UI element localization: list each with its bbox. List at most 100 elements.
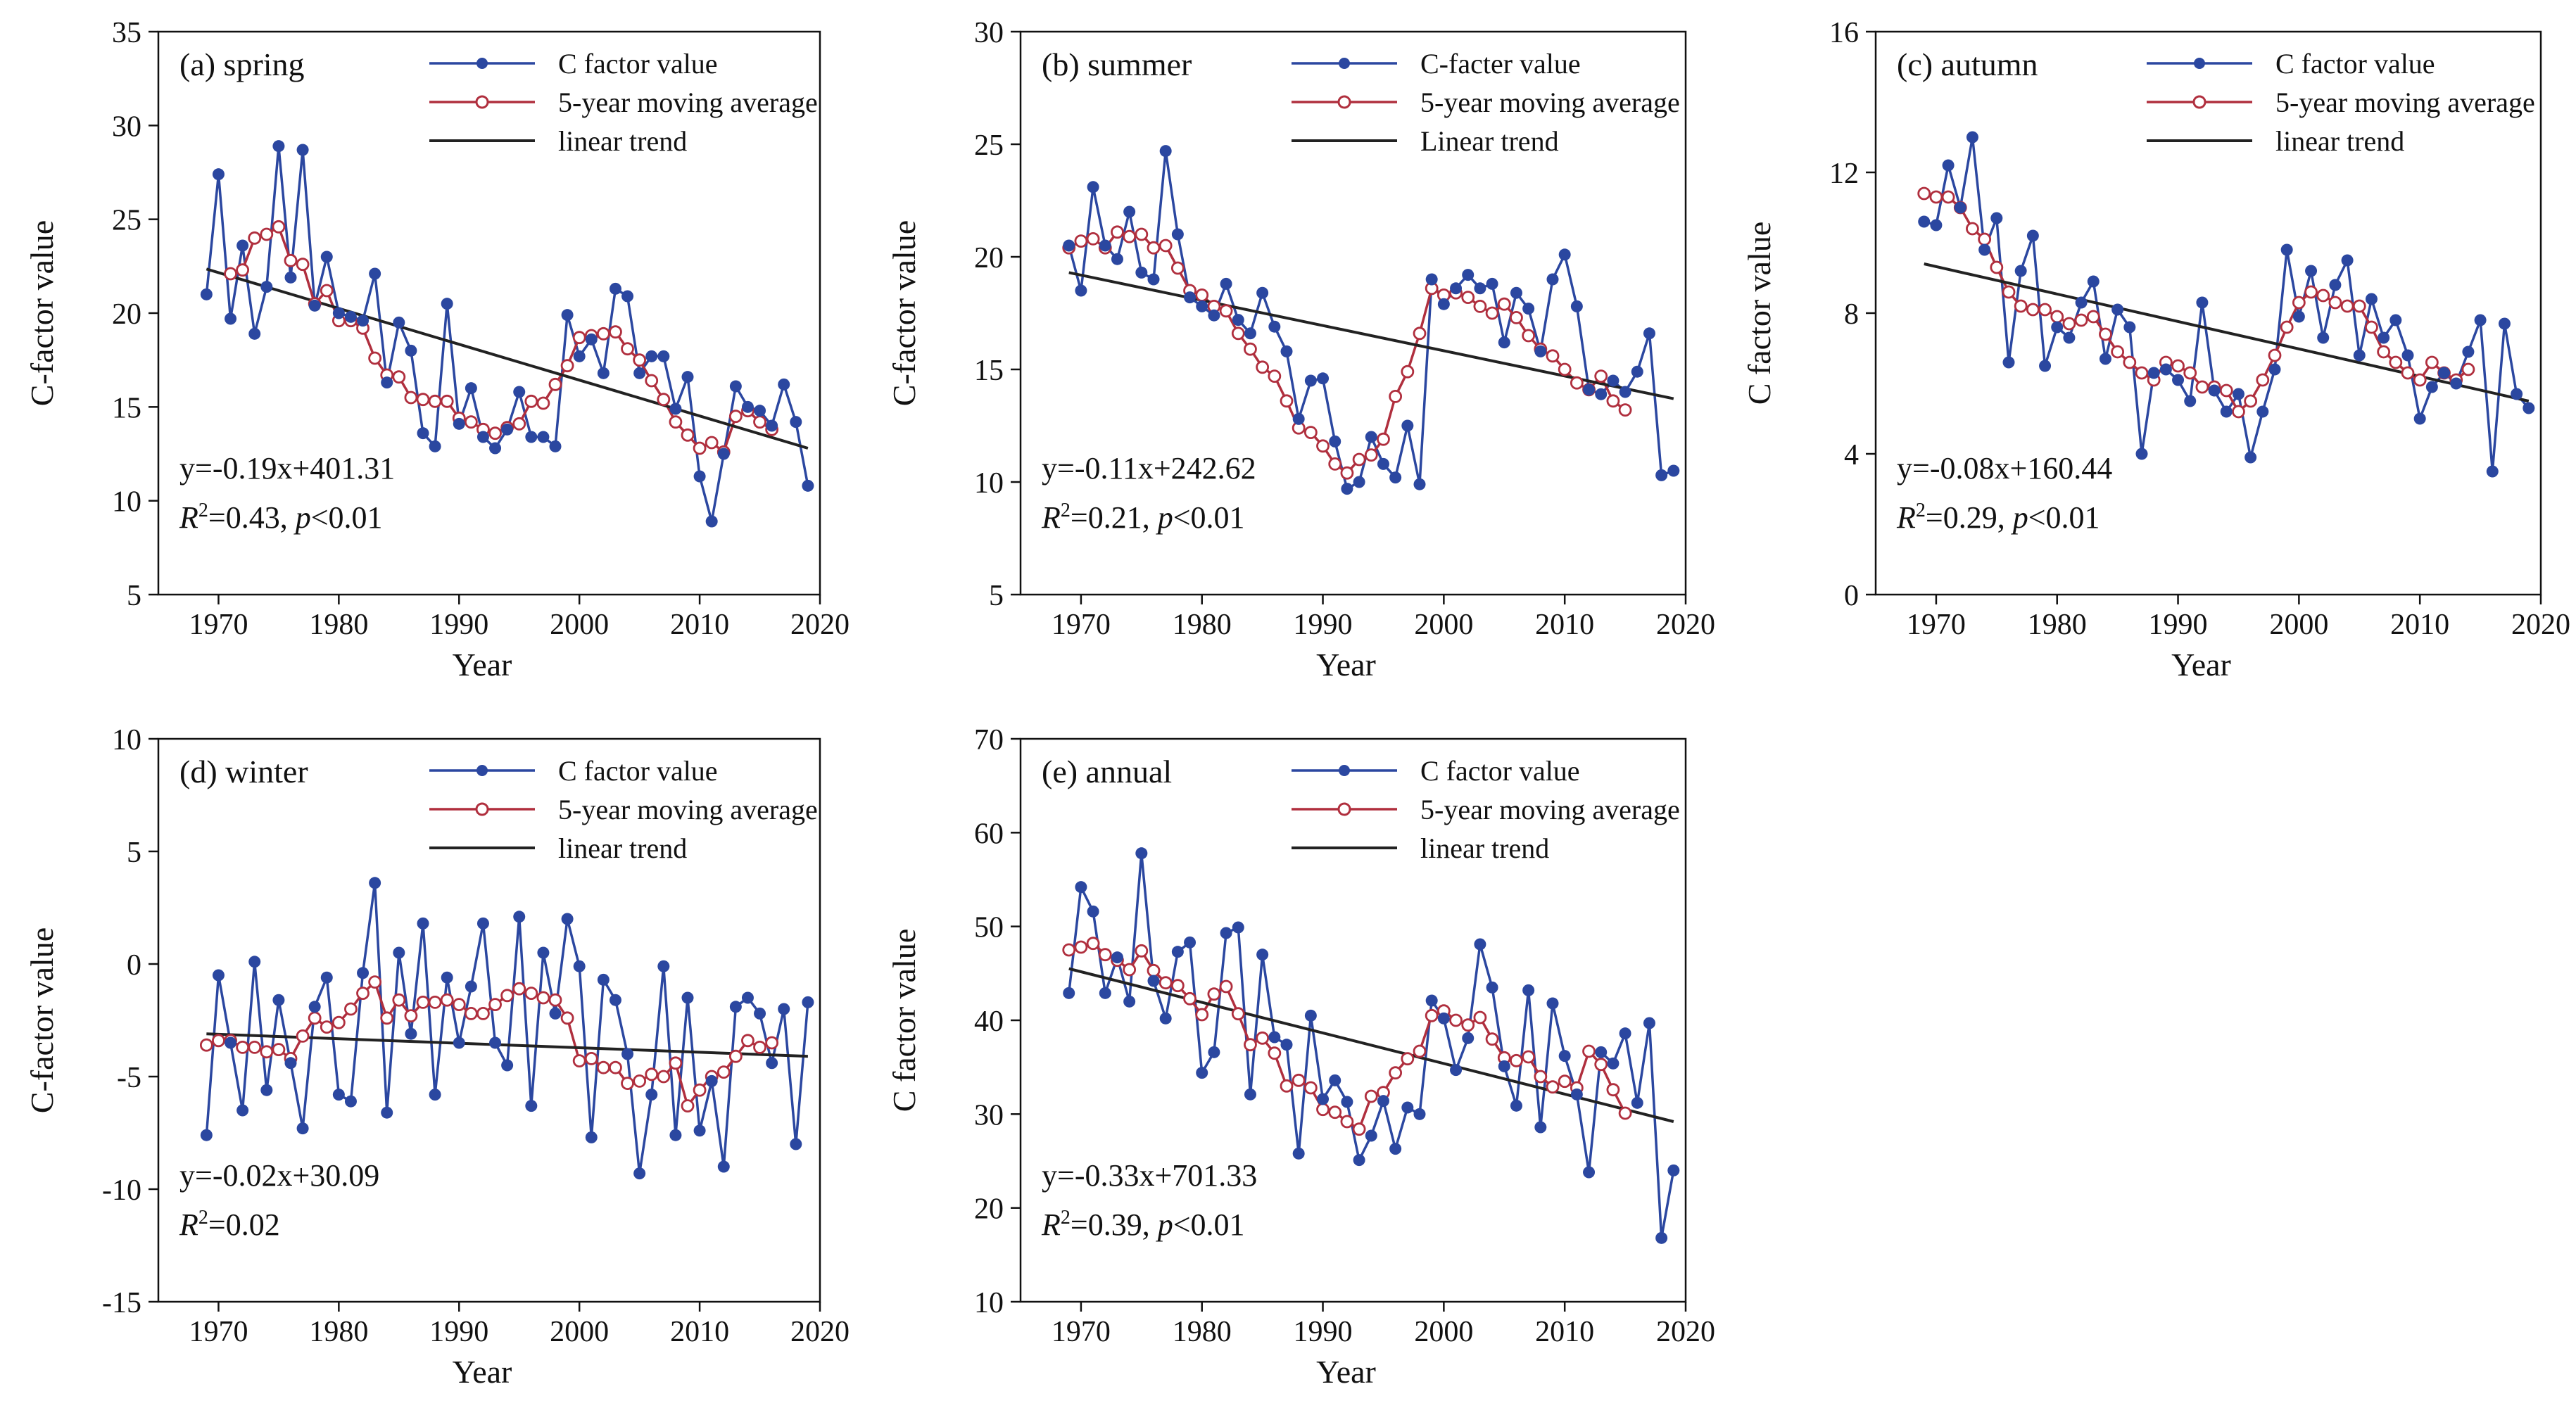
raw-point — [200, 288, 213, 300]
moving-point — [645, 374, 659, 388]
moving-point — [2292, 296, 2306, 310]
y-axis-title: C-factor value — [886, 220, 922, 406]
raw-point — [754, 1007, 766, 1020]
y-tick-label: 10 — [112, 724, 141, 756]
raw-point — [225, 312, 237, 325]
raw-point — [1135, 266, 1148, 279]
moving-point — [2219, 383, 2233, 398]
trend-equation: y=-0.33x+701.33 — [1042, 1158, 1257, 1193]
chart-panel-1: 1970 1980 1990 2000 2010 2020 5 10 15 20 25 30 Year C… — [886, 17, 1715, 683]
moving-point — [1170, 261, 1185, 275]
moving-point — [609, 1060, 622, 1074]
moving-point — [272, 220, 286, 234]
raw-point — [236, 239, 249, 252]
raw-point — [1498, 1060, 1510, 1072]
moving-point — [2002, 285, 2016, 299]
legend-label-trend: linear trend — [2275, 125, 2404, 157]
moving-point — [1268, 369, 1282, 383]
series-trend-line — [1068, 271, 1674, 400]
raw-point — [585, 1131, 598, 1143]
raw-point — [1123, 995, 1136, 1008]
raw-point — [1570, 300, 1583, 312]
legend-label-raw: C-facter value — [1420, 48, 1581, 80]
raw-point — [332, 307, 345, 319]
moving-point — [2111, 345, 2125, 359]
moving-point — [1147, 241, 1161, 255]
moving-point — [584, 1052, 598, 1065]
raw-point — [441, 298, 453, 310]
legend-label-trend: linear trend — [1420, 832, 1549, 864]
raw-point — [1954, 201, 1966, 214]
raw-point — [2123, 321, 2136, 334]
y-tick-label: 12 — [1829, 158, 1859, 190]
moving-point — [440, 993, 454, 1007]
x-tick-label: 1970 — [1052, 1316, 1111, 1348]
moving-point — [1461, 1018, 1475, 1032]
raw-point — [393, 316, 405, 329]
moving-point — [500, 989, 514, 1003]
raw-point — [2172, 374, 2185, 386]
raw-point — [1942, 159, 1955, 172]
raw-point — [1075, 284, 1087, 297]
raw-point — [2087, 275, 2100, 288]
x-axis-title: Year — [1316, 1354, 1376, 1390]
x-tick-label: 1980 — [1173, 609, 1232, 641]
raw-point — [501, 423, 514, 436]
moving-point — [1328, 457, 1342, 471]
trend-equation: y=-0.02x+30.09 — [179, 1158, 379, 1193]
raw-point — [693, 470, 706, 483]
x-tick-label: 2020 — [790, 1316, 850, 1348]
raw-point — [1486, 277, 1498, 290]
moving-point — [1123, 229, 1137, 243]
y-tick-label: 30 — [112, 110, 141, 143]
moving-point — [1461, 291, 1475, 305]
raw-point — [429, 1089, 441, 1101]
raw-point — [296, 1122, 309, 1135]
moving-point — [1231, 326, 1245, 341]
x-tick-label: 2010 — [1535, 1316, 1594, 1348]
raw-point — [1425, 994, 1438, 1007]
moving-point — [633, 353, 647, 367]
raw-point — [272, 140, 285, 153]
raw-point — [2353, 349, 2366, 362]
moving-point — [536, 991, 550, 1005]
legend-marker-moving — [475, 802, 489, 816]
moving-point — [753, 415, 766, 429]
raw-point — [1135, 847, 1148, 860]
moving-point — [2074, 313, 2088, 327]
raw-point — [1389, 471, 1402, 484]
moving-point — [440, 394, 454, 408]
y-tick-label: 30 — [974, 1099, 1004, 1131]
raw-point — [1353, 1154, 1365, 1167]
raw-point — [476, 431, 489, 443]
raw-point — [465, 382, 477, 395]
legend-marker-raw — [1339, 58, 1350, 69]
raw-point — [2486, 465, 2499, 478]
moving-point — [368, 975, 382, 989]
moving-point — [248, 231, 262, 245]
raw-point — [766, 419, 778, 432]
raw-point — [1063, 987, 1075, 999]
y-axis-title: C-factor value — [24, 927, 60, 1113]
raw-point — [236, 1104, 249, 1117]
chart-panel-4: 1970 1980 1990 2000 2010 2020 10 20 30 40 50 60 70 Ye… — [886, 724, 1715, 1390]
raw-point — [1583, 1166, 1596, 1179]
raw-point — [1304, 374, 1317, 387]
moving-point — [380, 1011, 394, 1025]
raw-point — [1365, 1129, 1377, 1142]
moving-point — [2038, 303, 2052, 317]
moving-point — [1244, 342, 1257, 356]
raw-point — [2450, 377, 2463, 390]
moving-point — [392, 370, 406, 384]
raw-point — [248, 956, 261, 968]
moving-point — [1990, 260, 2004, 274]
moving-point — [296, 258, 310, 272]
x-tick-label: 1980 — [1173, 1316, 1232, 1348]
moving-point — [1473, 1010, 1487, 1025]
series-trend-line — [1924, 262, 2530, 402]
y-tick-label: 10 — [974, 1287, 1004, 1319]
raw-point — [741, 991, 754, 1004]
moving-point — [2328, 296, 2342, 310]
raw-point — [669, 402, 682, 415]
raw-point — [1208, 309, 1220, 322]
